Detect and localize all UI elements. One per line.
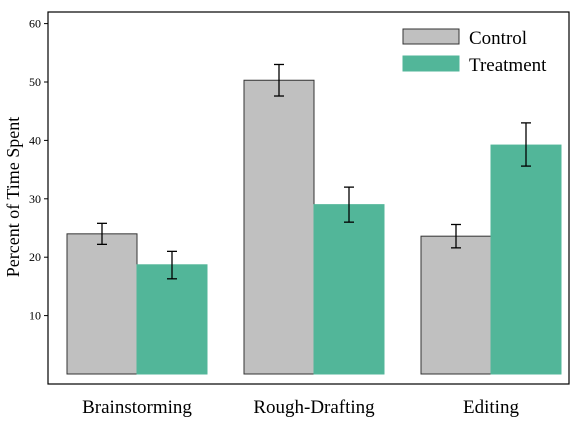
plot-frame <box>47 11 570 385</box>
bar-control-brainstorming <box>66 233 138 375</box>
bar-treatment-rough-drafting <box>313 204 385 375</box>
legend-swatch-control <box>402 28 460 45</box>
x-category-label-rough-drafting: Rough-Drafting <box>253 397 375 418</box>
error-bar-control-rough-drafting <box>274 63 284 97</box>
legend-swatch-treatment <box>402 55 460 72</box>
bar-control-editing <box>420 235 492 375</box>
error-bar-control-brainstorming <box>97 222 107 246</box>
legend-item-treatment: Treatment <box>402 55 547 76</box>
y-tick-label-40: 40 <box>29 133 41 147</box>
legend-item-control: Control <box>402 28 527 49</box>
x-category-label-editing: Editing <box>463 397 519 418</box>
y-tick-label-30: 30 <box>29 192 41 206</box>
plot-area <box>47 11 570 385</box>
bars-group <box>66 79 562 375</box>
bar-treatment-brainstorming <box>136 264 208 375</box>
y-tick-label-10: 10 <box>29 309 41 323</box>
y-tick-label-20: 20 <box>29 250 41 264</box>
x-category-label-brainstorming: Brainstorming <box>82 397 192 418</box>
error-bars-group <box>97 63 531 280</box>
y-tick-label-50: 50 <box>29 75 41 89</box>
error-bar-treatment-editing <box>521 122 531 167</box>
y-tick-label-60: 60 <box>29 17 41 31</box>
axes-group: 10 20 30 40 50 60 Brainstorming Rough-Drafting E… <box>29 17 519 418</box>
bar-control-rough-drafting <box>243 79 315 375</box>
error-bar-treatment-rough-drafting <box>344 186 354 223</box>
bar-treatment-editing <box>490 144 562 375</box>
legend-label-treatment: Treatment <box>469 55 547 76</box>
y-axis-title: Percent of Time Spent <box>3 117 23 278</box>
error-bar-treatment-brainstorming <box>167 250 177 280</box>
legend-label-control: Control <box>469 28 527 49</box>
legend: Control Treatment <box>402 28 547 76</box>
error-bar-control-editing <box>451 223 461 249</box>
